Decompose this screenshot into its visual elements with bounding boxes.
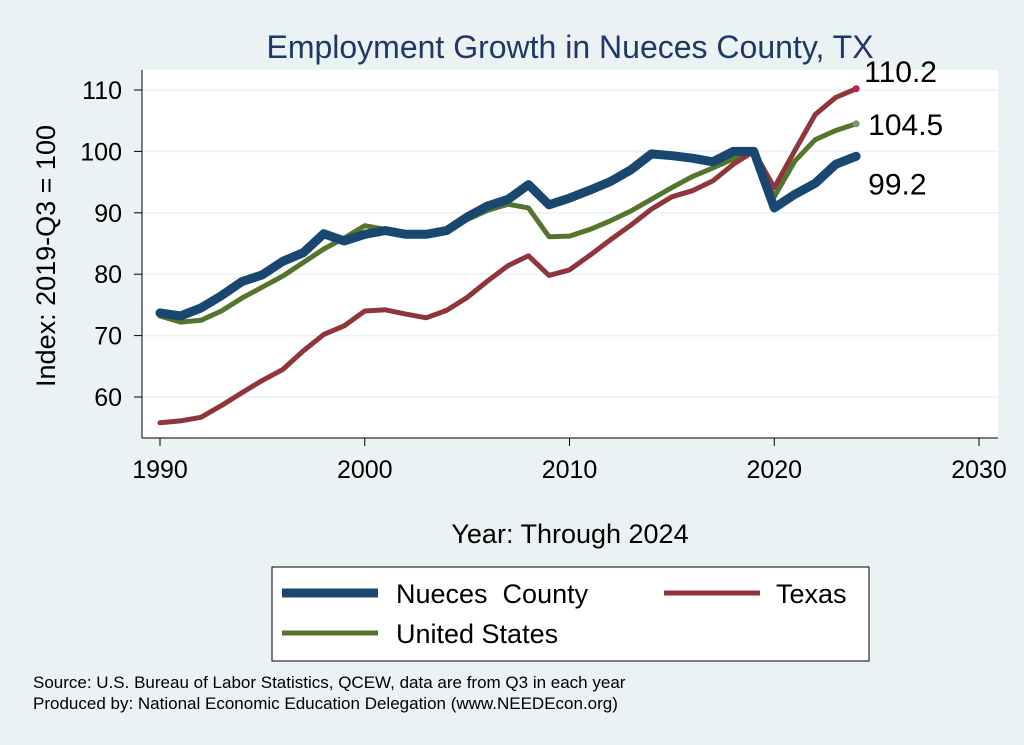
chart-title: Employment Growth in Nueces County, TX	[266, 29, 873, 65]
legend-label-texas: Texas	[776, 579, 847, 609]
x-axis-title: Year: Through 2024	[451, 519, 688, 549]
end-point-texas	[852, 85, 860, 93]
end-labels: 99.2 110.2 104.5	[852, 56, 943, 201]
legend: Nueces County Texas United States	[271, 566, 870, 662]
x-tick-label-1990: 1990	[132, 456, 188, 484]
y-axis-title: Index: 2019-Q3 = 100	[31, 125, 61, 387]
end-label-nueces-county: 99.2	[868, 168, 926, 201]
y-tick-label-80: 80	[94, 261, 122, 289]
end-point-united-states	[852, 120, 860, 128]
y-tick-label-100: 100	[80, 138, 122, 166]
plot-area	[142, 70, 998, 438]
y-tick-label-90: 90	[94, 200, 122, 228]
legend-label-us: United States	[396, 619, 558, 649]
y-tick-label-110: 110	[82, 77, 122, 105]
y-tick-label-60: 60	[94, 384, 122, 412]
legend-box	[271, 566, 870, 662]
y-tick-label-70: 70	[94, 323, 122, 351]
x-tick-label-2000: 2000	[337, 456, 393, 484]
end-label-united-states: 104.5	[868, 109, 943, 142]
x-tick-label-2030: 2030	[951, 456, 1007, 484]
producer-note: Produced by: National Economic Education…	[33, 694, 618, 713]
end-label-texas: 110.2	[864, 56, 937, 89]
x-tick-label-2020: 2020	[746, 456, 802, 484]
end-point-nueces-county	[852, 152, 860, 160]
source-note: Source: U.S. Bureau of Labor Statistics,…	[33, 673, 626, 692]
series-line-united-states	[157, 121, 859, 325]
legend-label-nueces: Nueces County	[396, 579, 589, 609]
axis-ticks: 60 70 80 90 100 110 1990 2000 2010 2020 2030	[80, 77, 1007, 484]
x-tick-label-2010: 2010	[542, 456, 598, 484]
series-line-texas	[157, 86, 859, 426]
series-line-nueces-county	[155, 146, 861, 321]
series-lines	[155, 86, 861, 426]
